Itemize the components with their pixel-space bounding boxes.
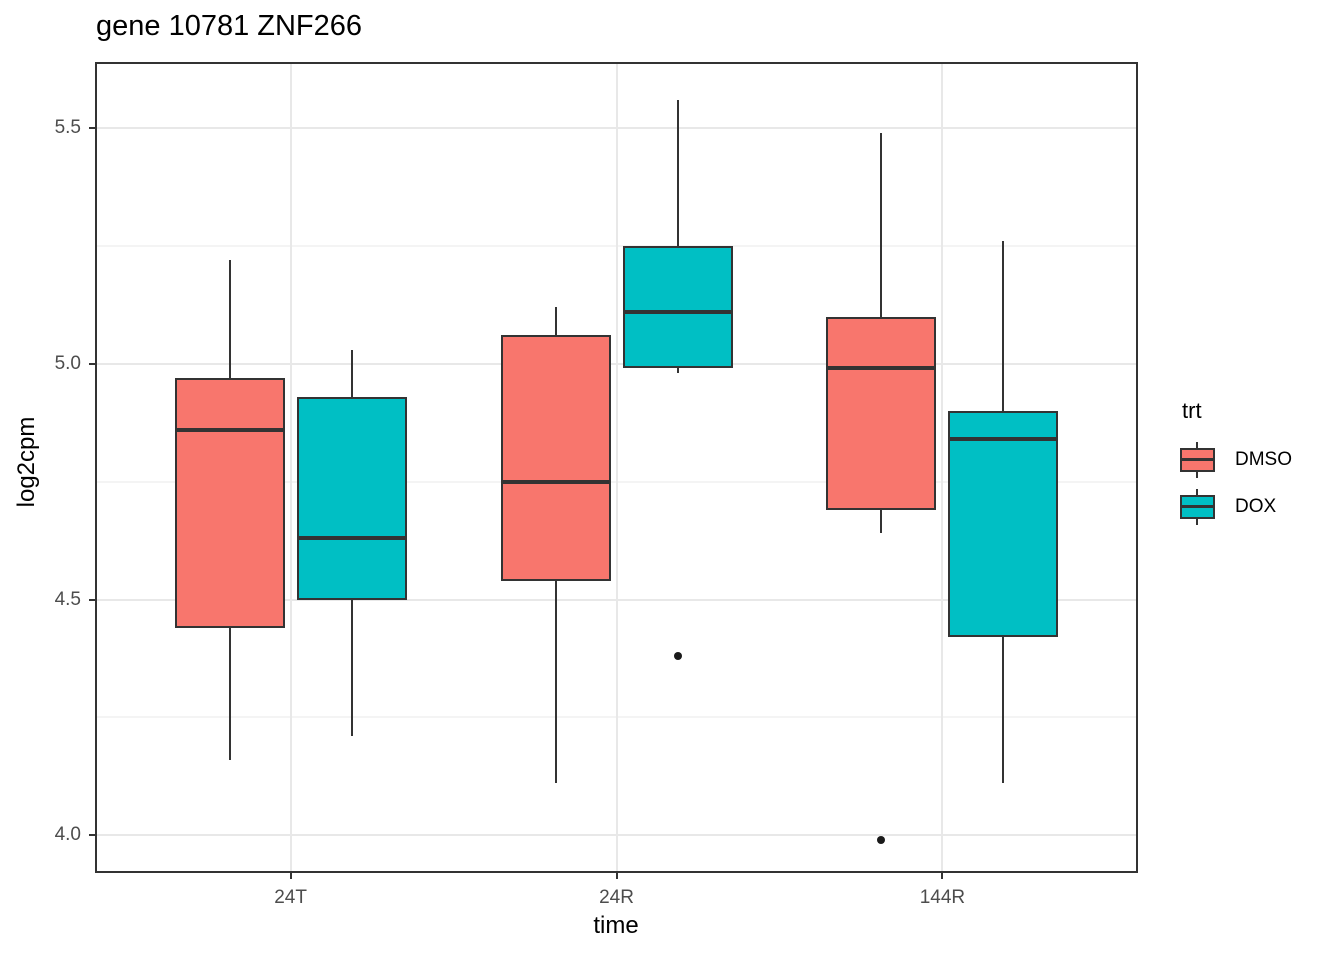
upper-whisker: [676, 99, 679, 246]
lower-whisker: [676, 368, 679, 374]
legend: trt DMSO DOX: [1180, 398, 1340, 530]
y-tick-mark: [89, 127, 95, 129]
x-tick-label: 24T: [274, 887, 307, 908]
median-line: [828, 366, 935, 371]
vertical-gridline: [289, 62, 292, 873]
lower-whisker: [1002, 637, 1005, 784]
boxplot-box: [500, 335, 611, 581]
boxplot-box: [826, 316, 937, 510]
y-tick-label: 5.0: [54, 352, 81, 374]
lower-whisker: [350, 599, 353, 737]
legend-label: DMSO: [1235, 448, 1292, 470]
lower-whisker: [228, 627, 231, 760]
boxplot-key-icon: [1180, 440, 1215, 480]
key-median: [1180, 504, 1215, 508]
x-tick-mark: [289, 873, 292, 879]
x-axis-title: time: [593, 912, 639, 939]
boxplot-key-icon: [1180, 487, 1215, 527]
y-tick-label: 4.5: [54, 588, 81, 610]
legend-title: trt: [1182, 398, 1202, 423]
vertical-gridline: [941, 62, 944, 873]
x-tick-mark: [941, 873, 944, 879]
outlier-point: [877, 835, 886, 844]
upper-whisker: [1002, 241, 1005, 411]
y-axis-title: log2cpm: [13, 416, 40, 508]
median-line: [176, 427, 283, 432]
y-tick-mark: [89, 834, 95, 837]
x-tick-label: 24R: [599, 887, 634, 908]
lower-whisker: [554, 580, 557, 784]
median-line: [624, 309, 731, 314]
outlier-point: [673, 652, 682, 661]
upper-whisker: [350, 349, 353, 397]
legend-entry-dox: DOX: [1180, 483, 1340, 530]
y-tick-label: 5.5: [54, 117, 81, 138]
x-tick-mark: [615, 873, 618, 879]
legend-entry-dmso: DMSO: [1180, 436, 1340, 483]
upper-whisker: [554, 307, 557, 336]
y-tick-mark: [89, 362, 95, 365]
boxplot-box: [174, 377, 285, 628]
boxplot-box: [948, 410, 1059, 638]
vertical-gridline: [615, 62, 618, 873]
median-line: [950, 437, 1057, 442]
boxplot-box: [622, 245, 733, 369]
y-tick-label: 4.0: [54, 824, 81, 846]
y-tick-mark: [89, 598, 95, 601]
x-tick-label: 144R: [919, 887, 966, 908]
median-line: [298, 536, 405, 541]
chart-title: gene 10781 ZNF266: [96, 10, 363, 42]
upper-whisker: [880, 132, 883, 317]
lower-whisker: [880, 509, 883, 534]
key-median: [1180, 457, 1215, 461]
legend-label: DOX: [1235, 495, 1277, 517]
upper-whisker: [228, 260, 231, 378]
boxplot-box: [296, 396, 407, 600]
median-line: [502, 479, 609, 484]
